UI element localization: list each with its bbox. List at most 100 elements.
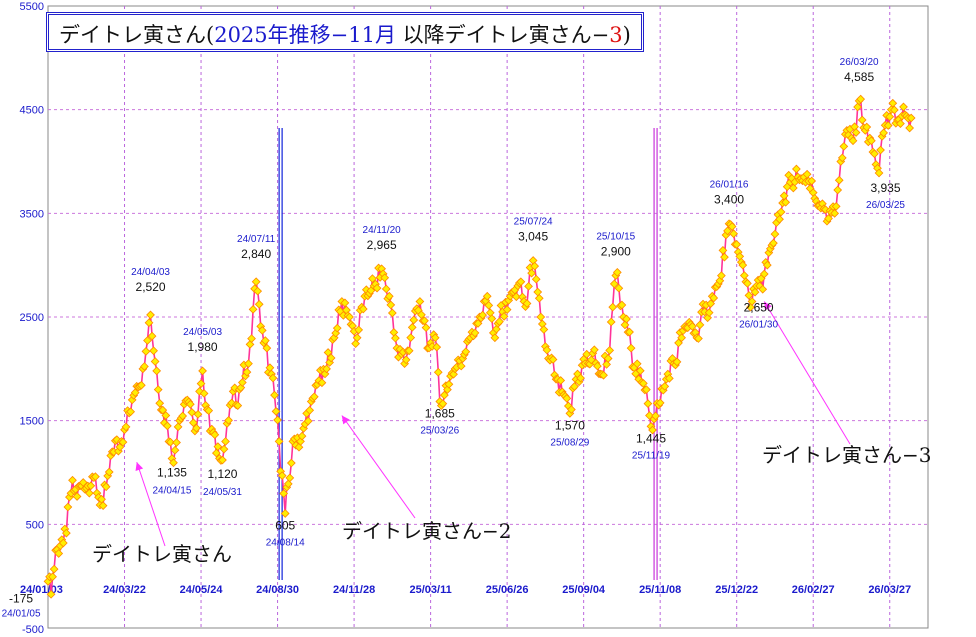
data-point — [775, 214, 784, 224]
data-point — [204, 406, 214, 416]
annotation-date: 24/04/15 — [152, 486, 191, 497]
data-point — [870, 149, 879, 159]
data-point — [303, 416, 313, 426]
data-point — [830, 208, 840, 218]
data-point — [189, 418, 198, 428]
data-point — [715, 276, 725, 286]
data-point — [677, 333, 686, 343]
data-point — [63, 502, 73, 512]
data-point — [211, 448, 221, 458]
data-point — [833, 185, 843, 195]
data-point — [478, 310, 488, 320]
data-point — [617, 300, 627, 310]
data-point — [635, 366, 645, 376]
data-point — [170, 445, 180, 455]
annotation-date: 26/01/30 — [739, 319, 778, 330]
data-point — [46, 589, 56, 599]
arrow-line — [136, 461, 166, 547]
x-tick-label: 25/09/04 — [562, 584, 606, 596]
data-point — [747, 297, 757, 306]
data-point — [368, 274, 377, 284]
data-point — [84, 488, 94, 498]
data-point — [802, 169, 812, 179]
data-point — [213, 442, 223, 451]
annotation-date: 25/10/15 — [596, 232, 635, 243]
y-tick-label: 1500 — [20, 416, 44, 428]
title-part-4: 3 — [609, 23, 623, 47]
data-point — [381, 284, 391, 294]
data-point — [606, 317, 616, 327]
data-point — [144, 318, 154, 328]
annotation-date: 26/01/16 — [710, 180, 749, 191]
data-point — [323, 348, 333, 357]
annotation-value: 2,840 — [241, 247, 271, 261]
data-point — [548, 355, 558, 364]
data-point — [406, 333, 416, 343]
data-point — [490, 333, 500, 343]
title-part-2: 2025年推移−11月 — [214, 23, 396, 47]
data-point — [118, 437, 128, 447]
arrow-line — [763, 301, 851, 445]
series-label: デイトレ寅さん−3 — [762, 443, 931, 467]
annotation-date: 24/01/05 — [2, 608, 41, 619]
peak-trough-annotations: -175 24/01/05 2,520 24/04/03 1,135 24/04/15 1,… — [2, 57, 906, 619]
annotation-date: 24/07/11 — [237, 234, 276, 245]
data-point — [101, 482, 111, 492]
data-point — [326, 353, 336, 363]
data-point — [147, 331, 157, 341]
data-point — [648, 425, 657, 435]
data-point — [227, 398, 237, 408]
data-point — [185, 399, 195, 409]
data-point — [354, 325, 364, 335]
annotation-value: 1,570 — [555, 418, 585, 432]
arrow-line — [341, 415, 416, 519]
arrow-head — [341, 415, 350, 425]
data-point — [244, 359, 253, 369]
data-point — [172, 438, 181, 447]
y-axis: -500 500 1500 2500 3500 4500 5500 — [20, 1, 44, 636]
data-point — [632, 359, 642, 369]
data-point — [729, 229, 739, 239]
data-point — [296, 437, 305, 446]
arrow-head — [135, 462, 144, 471]
data-point — [603, 354, 613, 363]
data-point — [709, 293, 719, 303]
data-point — [161, 411, 171, 420]
data-point — [251, 277, 261, 287]
data-point — [642, 385, 651, 394]
data-point — [236, 383, 246, 392]
annotation-value: 2,965 — [367, 238, 397, 252]
data-point — [889, 105, 899, 115]
data-point — [542, 345, 552, 355]
data-point — [567, 405, 576, 414]
x-axis: 24/01/03 24/03/22 24/05/24 24/08/30 24/11/28… — [20, 584, 911, 596]
data-point — [853, 102, 862, 112]
data-point — [233, 401, 243, 410]
data-point — [837, 153, 847, 163]
data-point — [674, 338, 683, 348]
data-point — [322, 364, 331, 374]
data-point — [143, 336, 152, 345]
data-point — [274, 437, 284, 446]
data-point — [91, 472, 100, 482]
annotation-value: 4,585 — [844, 70, 874, 84]
series-label: デイトレ寅さん — [92, 542, 232, 566]
annotation-date: 24/05/31 — [203, 487, 242, 498]
data-point — [237, 378, 247, 387]
data-point — [372, 283, 382, 293]
data-point — [704, 308, 714, 318]
data-point — [738, 260, 748, 270]
x-tick-label: 24/08/30 — [256, 584, 299, 596]
data-point — [456, 361, 466, 371]
annotation-date: 25/11/19 — [632, 450, 671, 461]
data-point — [717, 271, 726, 280]
data-point — [352, 333, 362, 343]
data-point — [193, 409, 203, 419]
period-dividers — [278, 128, 658, 580]
x-tick-label: 25/03/11 — [409, 584, 451, 596]
data-point — [857, 115, 867, 125]
data-point — [589, 345, 599, 355]
data-point — [386, 300, 396, 310]
data-point — [482, 291, 492, 301]
